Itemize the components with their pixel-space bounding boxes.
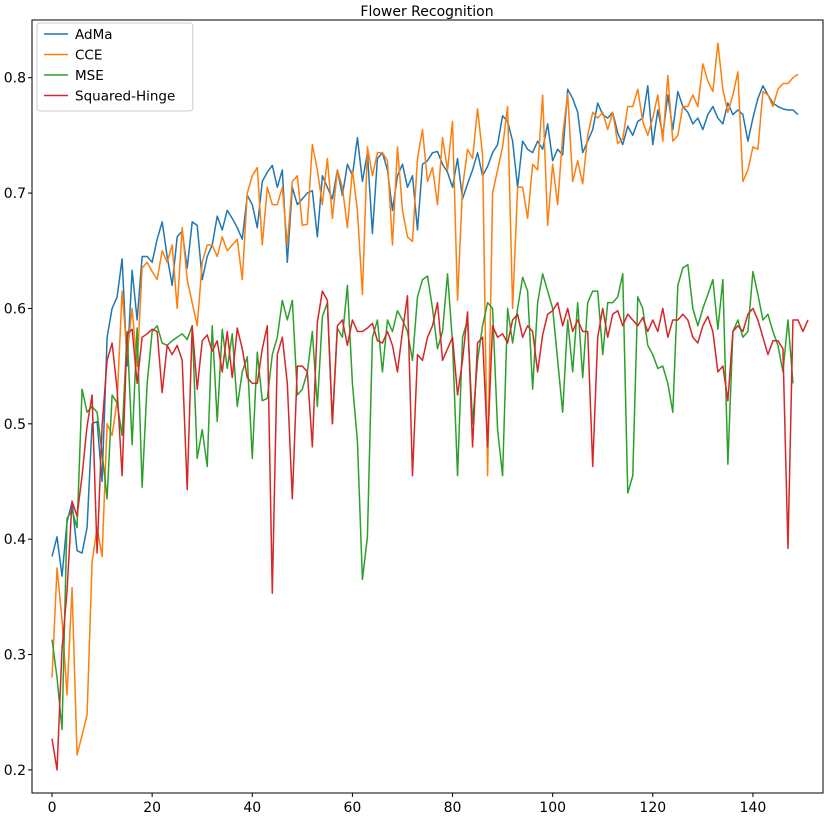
chart-title: Flower Recognition — [360, 4, 493, 20]
x-tick-label: 20 — [143, 800, 161, 815]
x-tick-label: 140 — [740, 800, 767, 815]
y-tick-label: 0.3 — [4, 648, 26, 664]
legend-label: Squared-Hinge — [75, 89, 175, 105]
y-tick-label: 0.6 — [4, 301, 26, 317]
legend-label: MSE — [75, 68, 104, 84]
series-line-mse — [51, 263, 794, 731]
x-tick-label: 80 — [444, 800, 462, 815]
plot-frame — [31, 19, 824, 794]
legend-box — [36, 22, 194, 112]
x-tick-label: 60 — [343, 800, 361, 815]
series-line-squared-hinge — [51, 290, 809, 771]
y-axis: 0.2 0.3 0.4 0.5 0.6 0.7 0.8 — [4, 71, 32, 779]
y-tick-label: 0.5 — [4, 417, 26, 433]
series-line-cce — [51, 42, 799, 756]
y-tick-label: 0.8 — [4, 71, 26, 87]
x-tick-label: 100 — [539, 800, 566, 815]
x-tick-label: 40 — [243, 800, 261, 815]
legend-label: AdMa — [75, 27, 113, 43]
legend-label: CCE — [75, 48, 102, 64]
x-tick-label: 0 — [48, 800, 57, 815]
x-axis: 0 20 40 60 80 100 120 140 — [48, 793, 767, 816]
plot-series — [51, 42, 809, 771]
legend: AdMa CCE MSE Squared-Hinge — [36, 22, 194, 112]
x-tick-label: 120 — [639, 800, 666, 815]
y-tick-label: 0.7 — [4, 186, 26, 202]
y-tick-label: 0.4 — [4, 532, 26, 548]
y-tick-label: 0.2 — [4, 763, 26, 779]
